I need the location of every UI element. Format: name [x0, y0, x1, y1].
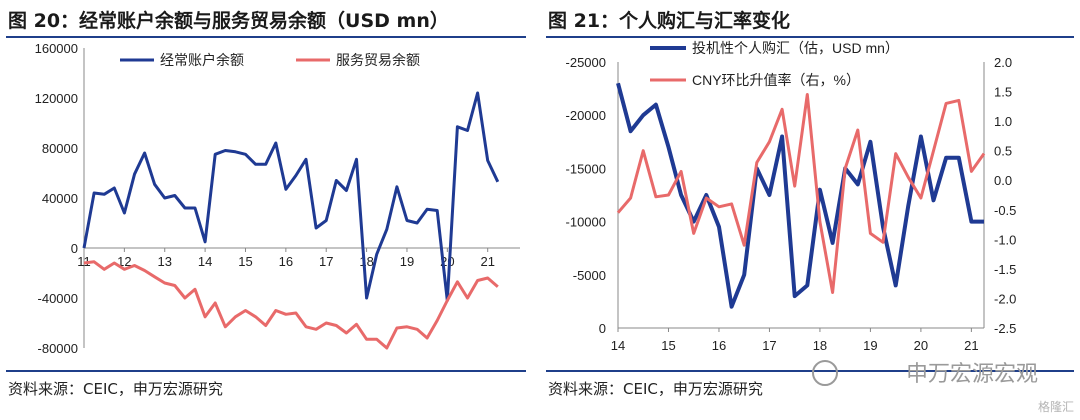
x-tick-label: 17 [319, 254, 333, 269]
y-tick-label-right: 0.5 [994, 144, 1012, 159]
source-note: 资料来源：CEIC，申万宏源研究 [548, 380, 763, 398]
chart-plot-fx-purchase: 0 -5000 -10000 -15000 -20000 -25000 -2.5 -2.0 -1… [566, 40, 1017, 353]
y-tick-label-left: -10000 [566, 215, 606, 230]
y-tick-label: -80000 [38, 341, 78, 356]
y-tick-label-left: -15000 [566, 161, 606, 176]
x-tick-label: 20 [914, 338, 928, 353]
y-tick-label-right: 1.5 [994, 85, 1012, 100]
series-line [83, 260, 499, 350]
y-tick-label-right: -0.5 [994, 203, 1016, 218]
source-note: 资料来源：CEIC，申万宏源研究 [8, 380, 223, 398]
x-tick-label: 13 [158, 254, 172, 269]
chart-panel-fx-purchase: 图 21：个人购汇与汇率变化 0 -5000 -10000 -15000 -20000 -… [540, 0, 1080, 420]
title-rule [546, 36, 1074, 38]
title-rule [6, 36, 526, 38]
legend-label: 经常账户余额 [160, 52, 244, 68]
y-tick-label: -40000 [38, 291, 78, 306]
series-line [616, 82, 984, 309]
y-tick-label-right: -1.0 [994, 232, 1016, 247]
x-tick-label: 15 [238, 254, 252, 269]
x-tick-label: 16 [712, 338, 726, 353]
y-tick-label: 40000 [42, 191, 78, 206]
x-tick-label: 14 [198, 254, 212, 269]
x-tick-label: 19 [400, 254, 414, 269]
chart-title: 图 21：个人购汇与汇率变化 [548, 10, 791, 32]
x-tick-label: 15 [661, 338, 675, 353]
x-tick-label: 18 [359, 254, 373, 269]
y-tick-label-left: -5000 [573, 268, 606, 283]
legend-label: CNY环比升值率（右，%） [692, 72, 860, 88]
legend-label: 服务贸易余额 [336, 52, 420, 68]
y-tick-label-right: 1.0 [994, 114, 1012, 129]
x-tick-label: 21 [480, 254, 494, 269]
y-tick-label-left: 0 [599, 321, 606, 336]
corner-watermark: 格隆汇 [1037, 400, 1074, 414]
y-tick-label: 0 [71, 241, 78, 256]
x-tick-label: 16 [279, 254, 293, 269]
watermark-text: 申万宏源宏观 [905, 362, 1038, 387]
source-rule [546, 370, 1074, 372]
chart-panel-current-account: 图 20：经常账户余额与服务贸易余额（USD mn） -80000 -40000 0… [0, 0, 532, 420]
x-tick-label: 17 [762, 338, 776, 353]
y-tick-label: 80000 [42, 141, 78, 156]
x-tick-label: 12 [117, 254, 131, 269]
wechat-icon [812, 360, 838, 386]
series-line [82, 91, 500, 302]
y-tick-label-left: -25000 [566, 55, 606, 70]
series-line [616, 93, 986, 294]
chart-title: 图 20：经常账户余额与服务贸易余额（USD mn） [8, 10, 449, 32]
source-rule [6, 370, 526, 372]
y-tick-label: 160000 [35, 41, 78, 56]
y-tick-label-right: -2.0 [994, 291, 1016, 306]
x-tick-label: 19 [863, 338, 877, 353]
x-tick-label: 21 [964, 338, 978, 353]
y-tick-label: 120000 [35, 91, 78, 106]
y-tick-label-right: 0.0 [994, 173, 1012, 188]
y-tick-label-left: -20000 [566, 108, 606, 123]
legend-label: 投机性个人购汇（估，USD mn） [692, 40, 899, 56]
y-tick-label-right: 2.0 [994, 55, 1012, 70]
x-tick-label: 18 [813, 338, 827, 353]
y-tick-label-right: -1.5 [994, 262, 1016, 277]
y-tick-label-right: -2.5 [994, 321, 1016, 336]
x-tick-label: 14 [611, 338, 625, 353]
